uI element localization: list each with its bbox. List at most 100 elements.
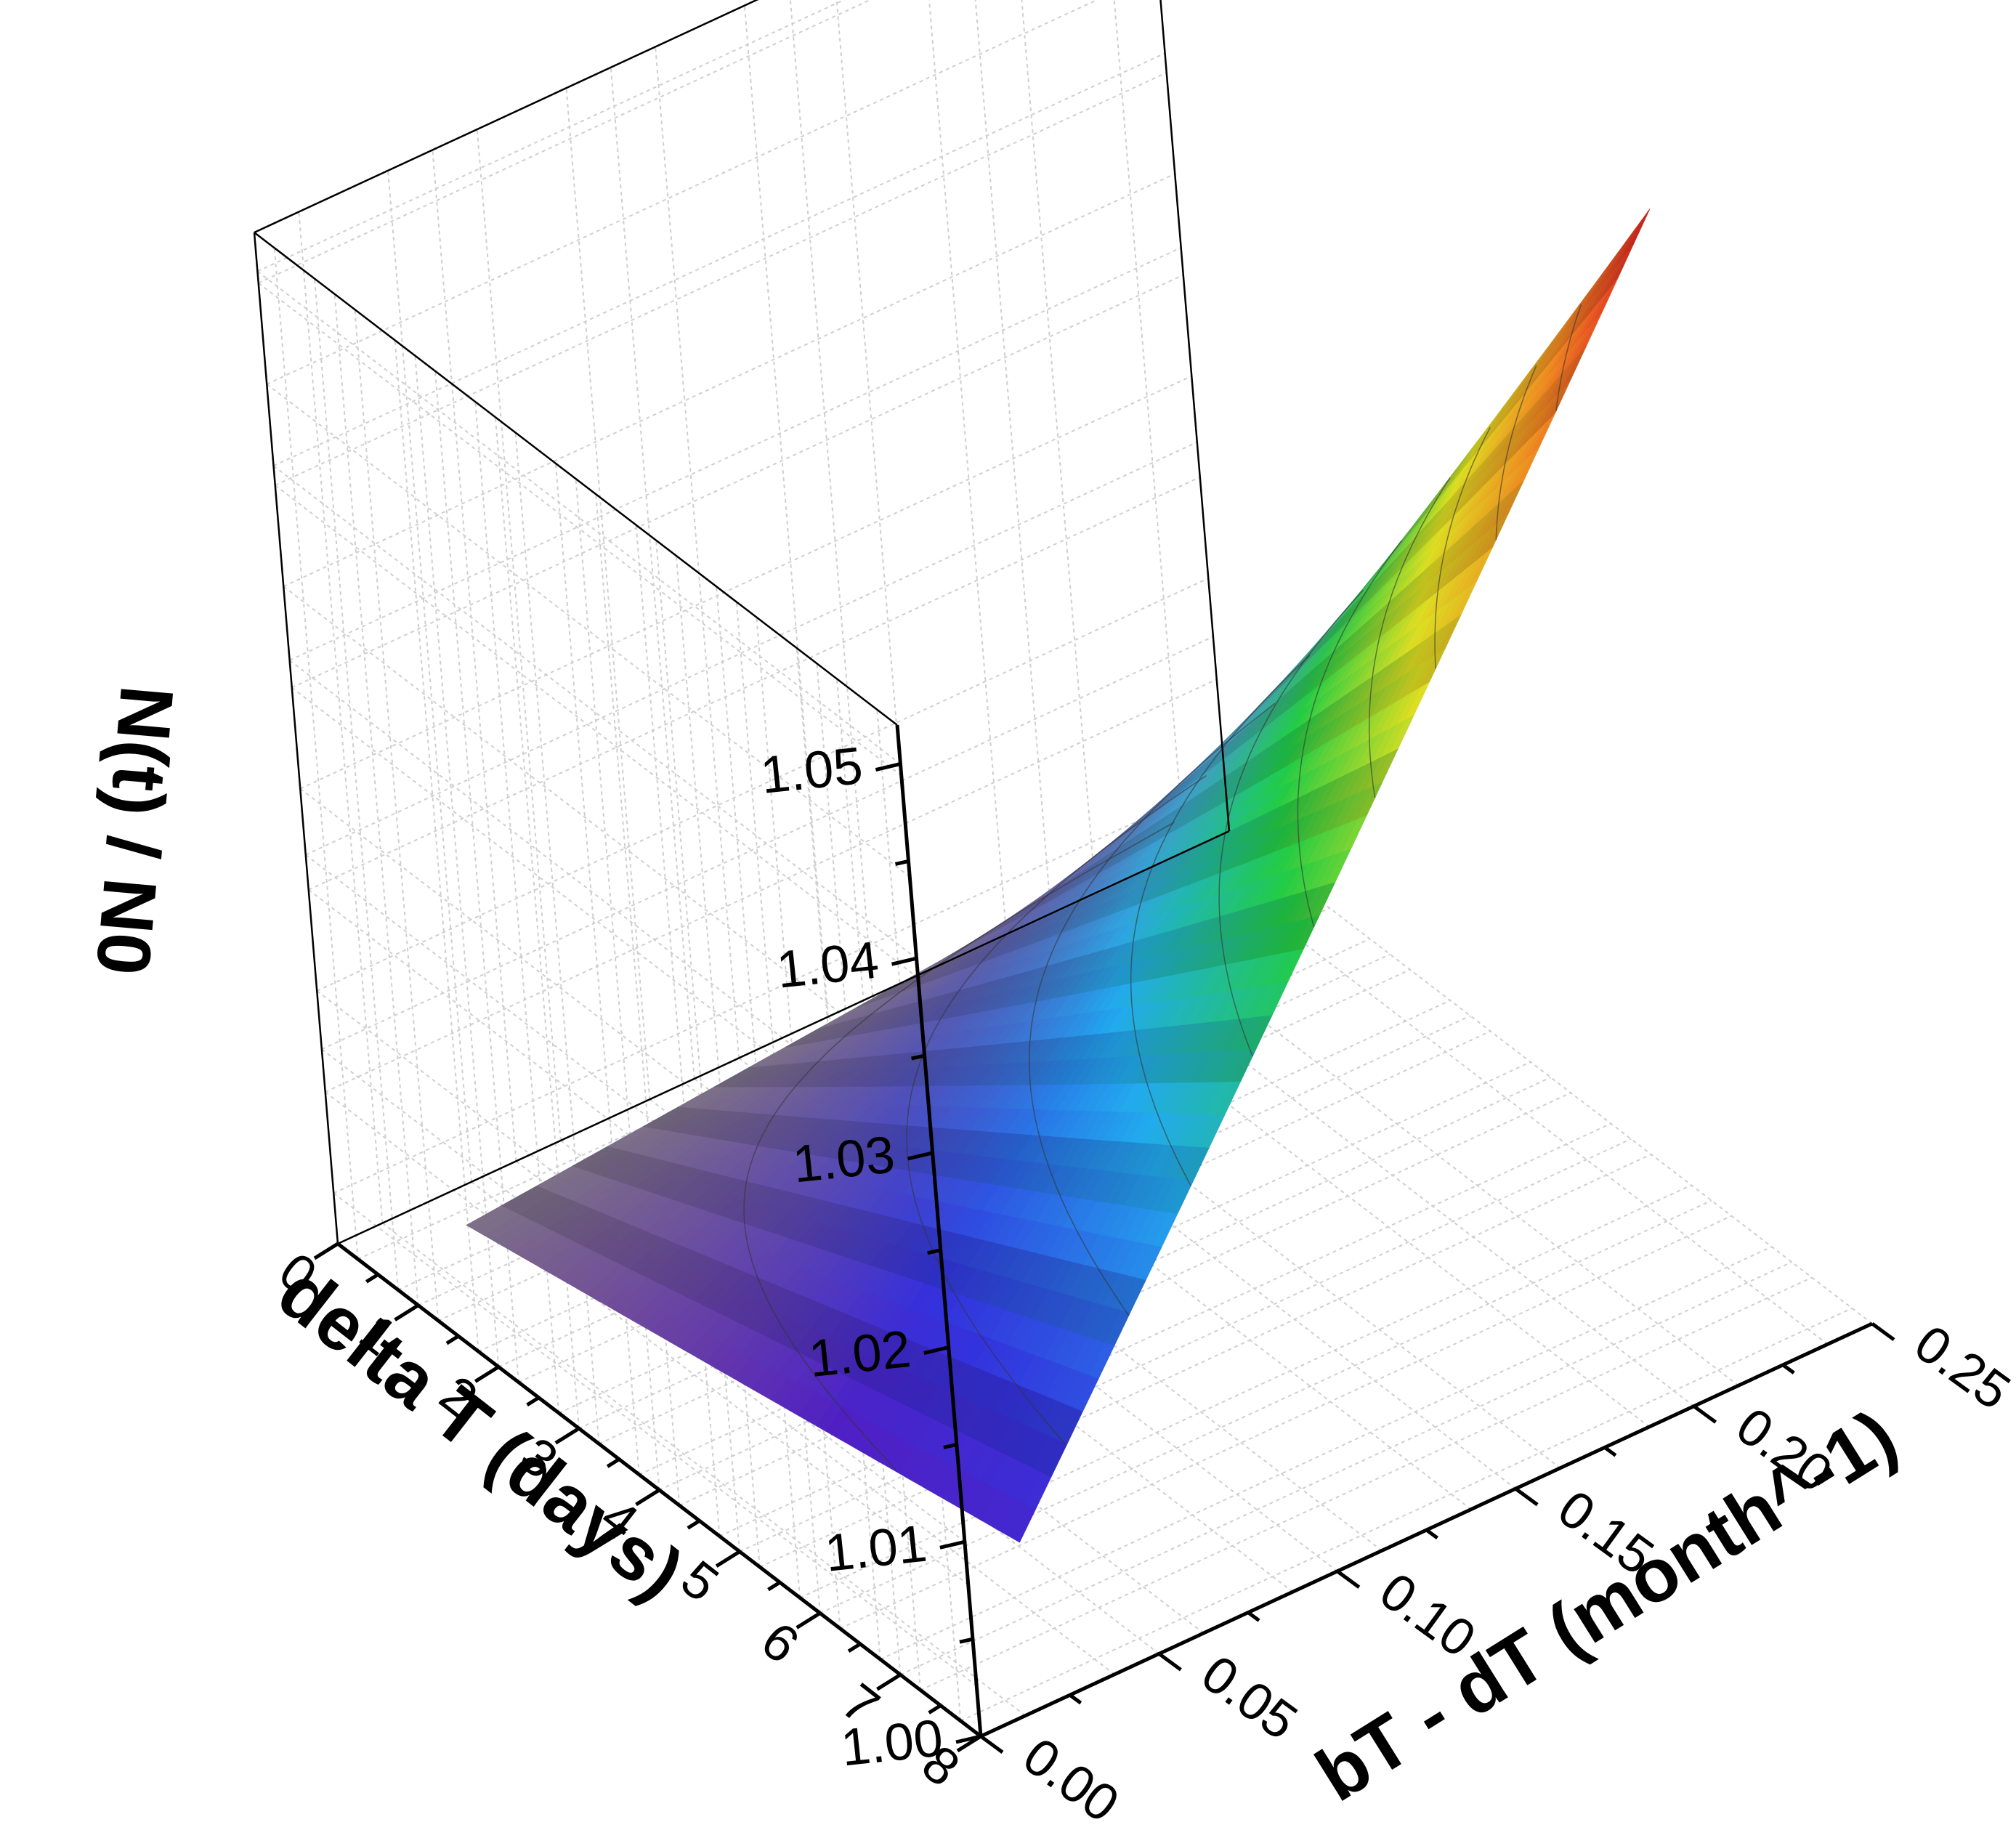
grid-line: [796, 648, 881, 1660]
grid-line: [314, 278, 399, 1290]
y-tick: [474, 1365, 500, 1383]
y-minor-tick: [847, 1642, 862, 1653]
x-tick-label: 0.05: [1191, 1644, 1307, 1751]
z-minor-tick: [959, 1637, 973, 1644]
grid-line: [928, 0, 1008, 935]
x-tick: [979, 1734, 1004, 1754]
x-tick: [1157, 1652, 1182, 1672]
y-tick: [715, 1550, 741, 1568]
z-tick-label: 1.01: [822, 1515, 930, 1583]
x-minor-tick: [1069, 1693, 1082, 1705]
grid-line: [394, 340, 479, 1352]
grid-line: [476, 129, 562, 1141]
z-tick: [891, 956, 918, 966]
contour-line: [1555, 304, 1582, 411]
x-minor-tick: [1781, 1363, 1795, 1375]
x-minor-tick: [1247, 1611, 1260, 1622]
y-minor-tick: [687, 1519, 701, 1530]
grid-line: [333, 293, 419, 1305]
z-tick-label: 1.00: [838, 1709, 946, 1777]
z-tick: [939, 1539, 966, 1550]
grid-line: [273, 248, 359, 1260]
y-tick: [313, 1242, 339, 1260]
x-tick: [1871, 1321, 1895, 1342]
y-tick: [394, 1303, 419, 1321]
grid-line: [275, 72, 1167, 486]
y-minor-tick: [606, 1457, 620, 1468]
contour-line: [1218, 589, 1364, 1057]
contour-line: [1130, 655, 1311, 1186]
y-tick: [876, 1673, 902, 1691]
grid-line: [275, 485, 919, 979]
x-tick-label: 0.00: [1013, 1727, 1129, 1834]
contour-line: [743, 822, 1175, 1470]
z-axis-title: N(t) / N0: [80, 682, 189, 978]
grid-line: [565, 88, 651, 1100]
grid-line: [816, 663, 902, 1675]
x-minor-tick: [1603, 1446, 1617, 1457]
frame-edge: [253, 232, 339, 1244]
z-tick-label: 1.04: [774, 931, 881, 1000]
y-tick: [796, 1611, 822, 1629]
grid-line: [716, 586, 801, 1598]
z-tick: [875, 762, 901, 772]
grid-line: [283, 586, 927, 1080]
grid-line: [575, 478, 660, 1491]
grid-line: [789, 0, 874, 997]
frame-edge: [337, 830, 1230, 1245]
surface-plot: [466, 209, 1651, 1543]
y-minor-tick: [365, 1273, 379, 1284]
grid-line: [836, 679, 921, 1691]
grid-line: [414, 355, 500, 1367]
frame-edge: [1159, 0, 1231, 832]
y-tick: [554, 1427, 580, 1445]
grid-line: [876, 709, 962, 1721]
grid-line: [974, 0, 1052, 914]
z-tick-label: 1.05: [758, 737, 865, 805]
z-axis-line: [895, 724, 983, 1737]
grid-line: [735, 602, 821, 1614]
grid-line: [432, 150, 517, 1162]
z-tick: [907, 1151, 934, 1161]
y-minor-tick: [767, 1581, 781, 1592]
grid-line: [1021, 0, 1096, 894]
grid-line: [354, 309, 440, 1321]
y-tick-label: 6: [750, 1611, 809, 1675]
z-minor-tick: [911, 1053, 926, 1061]
contour-line: [906, 774, 1207, 1446]
frame-edge: [254, 232, 898, 726]
contour-line: [1495, 365, 1537, 541]
z-tick-label: 1.03: [790, 1125, 898, 1194]
y-tick: [956, 1734, 982, 1753]
y-minor-tick: [928, 1704, 942, 1714]
x-tick-label: 0.25: [1904, 1314, 2016, 1421]
z-tick-label: 1.02: [806, 1320, 914, 1388]
z-minor-tick: [943, 1443, 958, 1449]
grid-line: [266, 384, 910, 878]
x-minor-tick: [1425, 1528, 1438, 1540]
grid-line: [610, 67, 695, 1079]
x-tick: [1514, 1487, 1539, 1507]
contour-line: [1297, 540, 1402, 928]
surface-patch: [1626, 209, 1651, 254]
contour-line: [1434, 426, 1491, 669]
y-tick: [635, 1488, 660, 1507]
x-tick: [1693, 1404, 1717, 1424]
axes: [313, 724, 1895, 1754]
contour-line: [1368, 477, 1451, 798]
grid-line: [635, 525, 721, 1537]
contour-line: [1028, 703, 1276, 1316]
y-minor-tick: [445, 1335, 460, 1345]
grid-line: [655, 540, 741, 1552]
grid-line: [258, 282, 902, 777]
z-minor-tick: [927, 1248, 942, 1255]
grid-line: [387, 170, 473, 1182]
surface-patch: [1618, 219, 1643, 264]
y-minor-tick: [526, 1396, 540, 1406]
z-tick: [923, 1345, 950, 1356]
grid-line: [743, 5, 829, 1017]
grid-line: [298, 211, 384, 1223]
grid-line: [675, 555, 761, 1567]
grid-line: [1113, 0, 1186, 852]
